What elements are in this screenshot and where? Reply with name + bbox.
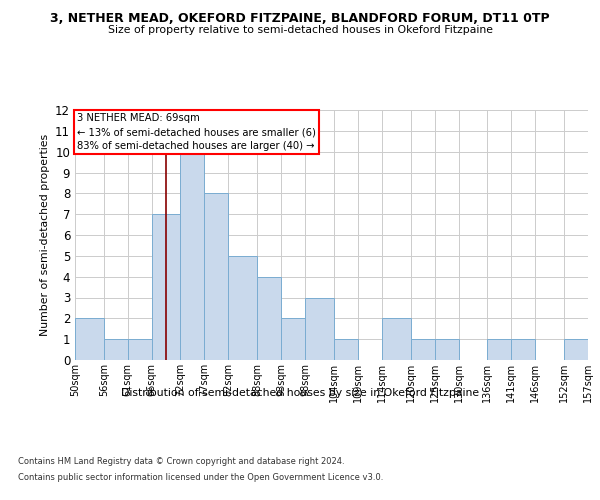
Text: Size of property relative to semi-detached houses in Okeford Fitzpaine: Size of property relative to semi-detach… xyxy=(107,25,493,35)
Bar xyxy=(281,318,305,360)
Y-axis label: Number of semi-detached properties: Number of semi-detached properties xyxy=(40,134,50,336)
Bar xyxy=(75,318,104,360)
Bar xyxy=(152,214,181,360)
Bar xyxy=(511,339,535,360)
Bar xyxy=(104,339,128,360)
Text: 3 NETHER MEAD: 69sqm
← 13% of semi-detached houses are smaller (6)
83% of semi-d: 3 NETHER MEAD: 69sqm ← 13% of semi-detac… xyxy=(77,113,316,151)
Bar xyxy=(564,339,588,360)
Bar xyxy=(257,276,281,360)
Bar xyxy=(205,194,229,360)
Bar xyxy=(487,339,511,360)
Text: 3, NETHER MEAD, OKEFORD FITZPAINE, BLANDFORD FORUM, DT11 0TP: 3, NETHER MEAD, OKEFORD FITZPAINE, BLAND… xyxy=(50,12,550,26)
Bar xyxy=(410,339,434,360)
Text: Contains HM Land Registry data © Crown copyright and database right 2024.: Contains HM Land Registry data © Crown c… xyxy=(18,458,344,466)
Bar xyxy=(181,152,205,360)
Text: Distribution of semi-detached houses by size in Okeford Fitzpaine: Distribution of semi-detached houses by … xyxy=(121,388,479,398)
Bar xyxy=(334,339,358,360)
Text: Contains public sector information licensed under the Open Government Licence v3: Contains public sector information licen… xyxy=(18,472,383,482)
Bar xyxy=(128,339,152,360)
Bar xyxy=(434,339,458,360)
Bar xyxy=(382,318,410,360)
Bar xyxy=(305,298,334,360)
Bar xyxy=(229,256,257,360)
